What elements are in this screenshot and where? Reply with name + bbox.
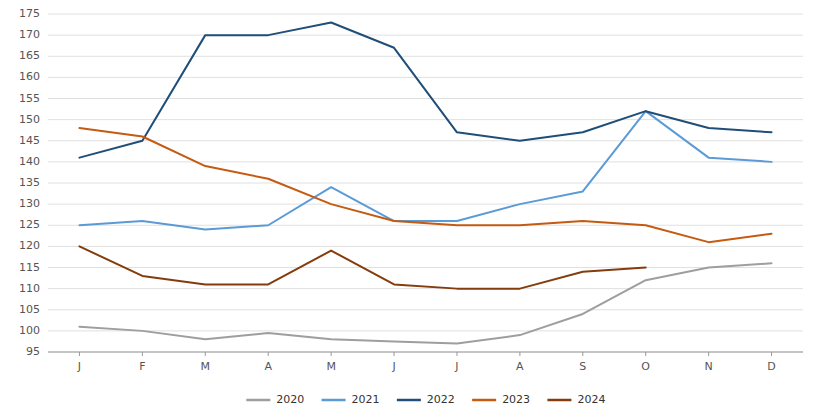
- grid-line: [48, 35, 803, 36]
- y-tick-label: 170: [19, 28, 40, 41]
- legend-item: 2021: [322, 393, 380, 406]
- y-tick-label: 145: [19, 134, 40, 147]
- chart-root: 95 100 105 110 115 120 125 130 135 140 145 150 155 16…: [0, 0, 819, 418]
- y-tick-label: 155: [19, 92, 40, 105]
- grid-line: [48, 56, 803, 57]
- grid-line: [48, 330, 803, 331]
- series-line: [79, 263, 771, 343]
- grid-line: [48, 352, 803, 353]
- grid-line: [48, 267, 803, 268]
- grid-line: [48, 140, 803, 141]
- legend-swatch: [246, 399, 270, 402]
- y-tick-label: 100: [19, 324, 40, 337]
- grid-line: [48, 77, 803, 78]
- legend-swatch: [322, 399, 346, 402]
- y-axis: 95 100 105 110 115 120 125 130 135 140 145 150 155 16…: [19, 7, 803, 358]
- grid-line: [48, 119, 803, 120]
- x-tick: [771, 352, 772, 356]
- legend-item: 2023: [472, 393, 530, 406]
- x-tick: [519, 352, 520, 356]
- y-tick-label: 175: [19, 7, 40, 20]
- x-tick: [205, 352, 206, 356]
- legend: 2020 2021 2022 2023 2024: [246, 393, 605, 406]
- x-tick: [331, 352, 332, 356]
- legend-item: 2022: [397, 393, 455, 406]
- legend-item: 2020: [246, 393, 304, 406]
- y-tick-label: 135: [19, 176, 40, 189]
- y-tick-label: 130: [19, 197, 40, 210]
- x-tick: [456, 352, 457, 356]
- grid-line: [48, 204, 803, 205]
- x-tick: [582, 352, 583, 356]
- y-tick-label: 120: [19, 239, 40, 252]
- series-line: [79, 246, 645, 288]
- x-tick: [268, 352, 269, 356]
- x-tick: [79, 352, 80, 356]
- legend-label: 2021: [352, 393, 380, 406]
- grid-line: [48, 309, 803, 310]
- legend-label: 2022: [427, 393, 455, 406]
- y-tick-label: 160: [19, 70, 40, 83]
- x-axis-line: [48, 352, 803, 353]
- x-tick: [394, 352, 395, 356]
- legend-swatch: [397, 399, 421, 402]
- x-tick-label: M: [326, 360, 336, 373]
- series-line: [79, 22, 771, 157]
- x-tick-label: J: [77, 360, 81, 373]
- x-tick-label: F: [139, 360, 145, 373]
- x-tick: [645, 352, 646, 356]
- grid-line: [48, 161, 803, 162]
- x-tick-label: A: [516, 360, 524, 373]
- y-tick-label: 150: [19, 113, 40, 126]
- x-tick-label: S: [579, 360, 586, 373]
- legend-item: 2024: [547, 393, 605, 406]
- series-line: [79, 111, 771, 229]
- x-axis: JFMAMJJASOND: [48, 352, 803, 373]
- y-tick-label: 95: [26, 345, 40, 358]
- y-tick-label: 110: [19, 282, 40, 295]
- grid-line: [48, 14, 803, 15]
- grid-line: [48, 225, 803, 226]
- legend-swatch: [547, 399, 571, 402]
- y-tick-label: 105: [19, 303, 40, 316]
- y-tick-label: 140: [19, 155, 40, 168]
- grid-line: [48, 246, 803, 247]
- series-lines: [79, 22, 771, 343]
- y-tick-label: 165: [19, 49, 40, 62]
- y-tick-label: 115: [19, 261, 40, 274]
- x-tick-label: A: [264, 360, 272, 373]
- x-tick: [142, 352, 143, 356]
- x-tick-label: J: [454, 360, 458, 373]
- legend-label: 2024: [577, 393, 605, 406]
- x-tick-label: D: [767, 360, 775, 373]
- x-tick-label: O: [641, 360, 650, 373]
- grid-line: [48, 183, 803, 184]
- chart-svg: 95 100 105 110 115 120 125 130 135 140 145 150 155 16…: [0, 0, 819, 418]
- y-tick-label: 125: [19, 218, 40, 231]
- grid-line: [48, 288, 803, 289]
- legend-swatch: [472, 399, 496, 402]
- series-line: [79, 128, 771, 242]
- x-tick-label: N: [705, 360, 713, 373]
- x-tick: [708, 352, 709, 356]
- legend-label: 2020: [276, 393, 304, 406]
- legend-label: 2023: [502, 393, 530, 406]
- x-tick-label: M: [201, 360, 211, 373]
- x-tick-label: J: [391, 360, 395, 373]
- grid-line: [48, 98, 803, 99]
